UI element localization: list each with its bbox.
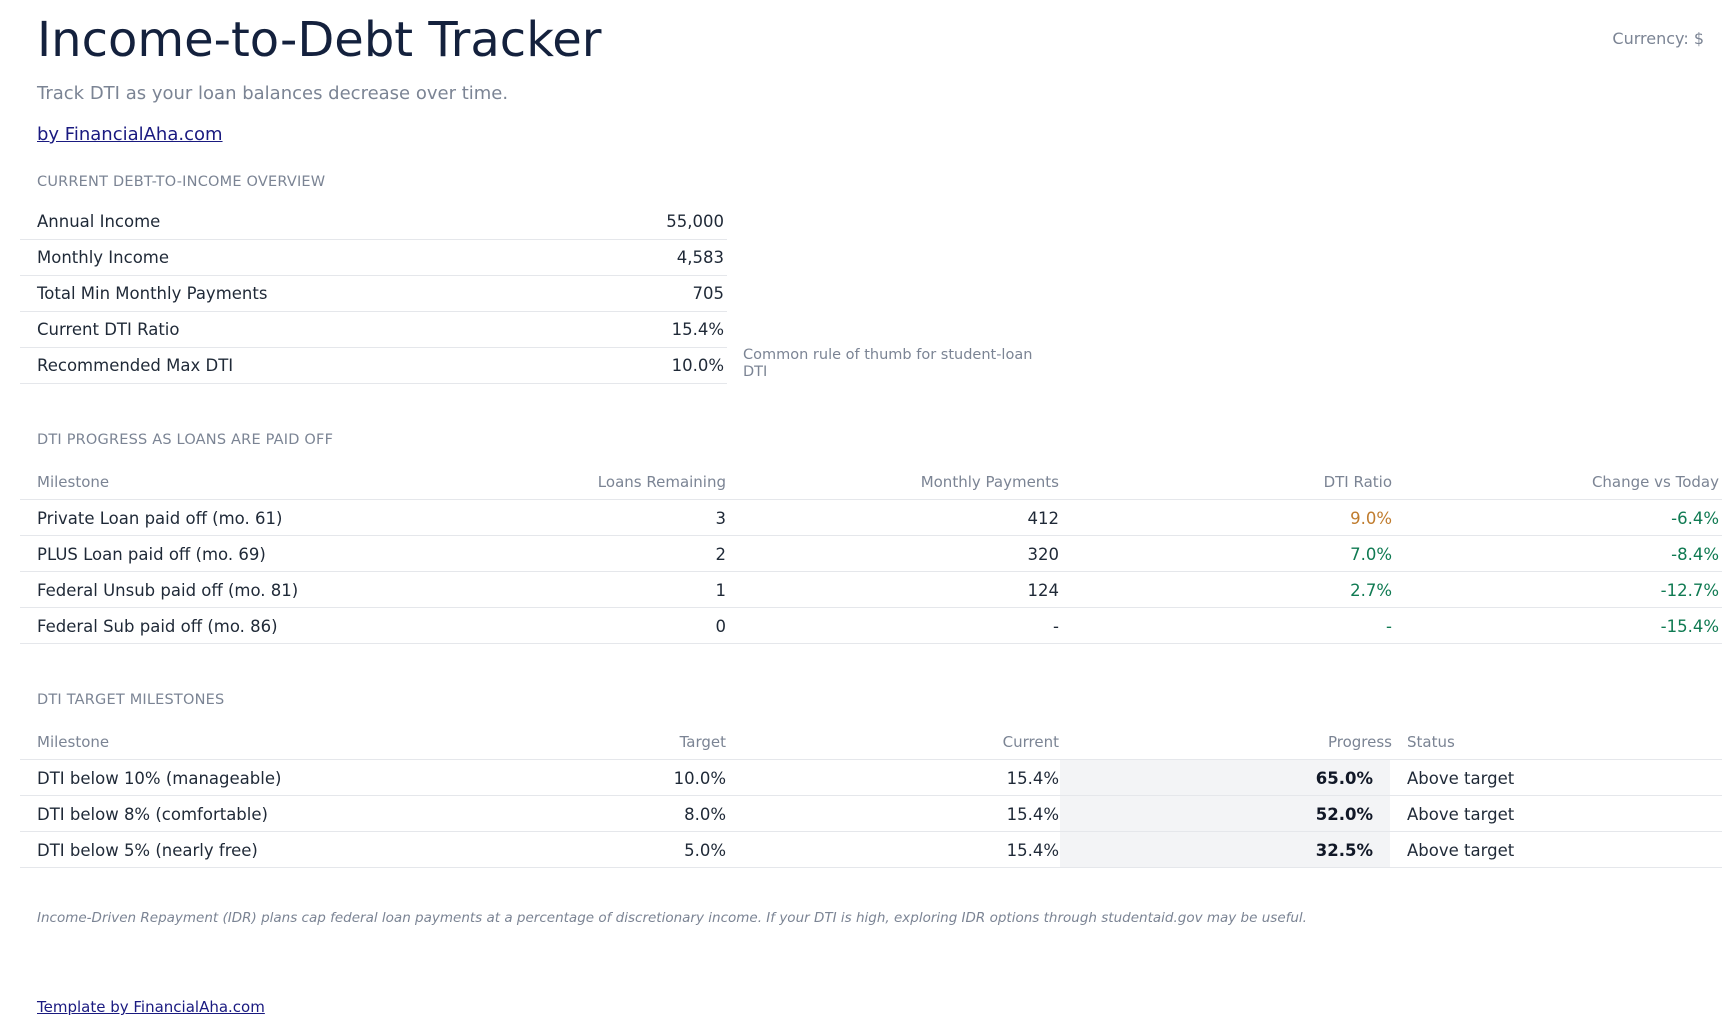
target-cell: 10.0% — [673, 769, 726, 788]
overview-value: 10.0% — [671, 356, 724, 375]
page-title: Income-to-Debt Tracker — [37, 12, 602, 68]
overview-label: Monthly Income — [37, 248, 170, 267]
monthly-payments-cell: - — [1053, 617, 1059, 636]
progress-cell-background — [1060, 796, 1390, 831]
milestone-cell: DTI below 8% (comfortable) — [37, 805, 268, 824]
target-cell: 8.0% — [684, 805, 726, 824]
status-cell: Above target — [1407, 805, 1515, 824]
milestone-cell: DTI below 5% (nearly free) — [37, 841, 258, 860]
current-cell: 15.4% — [1006, 769, 1059, 788]
milestone-cell: Private Loan paid off (mo. 61) — [37, 509, 283, 528]
table-row: DTI below 5% (nearly free) 5.0% 15.4% 32… — [20, 832, 1722, 868]
overview-row-monthly-income: Monthly Income 4,583 — [20, 240, 727, 276]
monthly-payments-cell: 412 — [1027, 509, 1060, 528]
column-header: Milestone — [37, 473, 110, 491]
progress-value: 52.0% — [1315, 805, 1373, 824]
progress-value: 65.0% — [1315, 769, 1373, 788]
milestone-cell: DTI below 10% (manageable) — [37, 769, 282, 788]
overview-row-current-dti: Current DTI Ratio 15.4% — [20, 312, 727, 348]
dti-ratio-cell: 2.7% — [1350, 581, 1392, 600]
progress-value: 32.5% — [1315, 841, 1373, 860]
overview-value: 4,583 — [676, 248, 724, 267]
idr-footnote: Income-Driven Repayment (IDR) plans cap … — [37, 910, 1307, 926]
target-cell: 5.0% — [684, 841, 726, 860]
monthly-payments-cell: 320 — [1027, 545, 1060, 564]
overview-section-label: CURRENT DEBT-TO-INCOME OVERVIEW — [37, 174, 326, 190]
change-cell: -8.4% — [1671, 545, 1719, 564]
column-header: Loans Remaining — [597, 473, 726, 491]
overview-label: Recommended Max DTI — [37, 356, 234, 375]
overview-label: Current DTI Ratio — [37, 320, 180, 339]
overview-table: Annual Income 55,000 Monthly Income 4,58… — [20, 204, 727, 384]
progress-table: Milestone Loans Remaining Monthly Paymen… — [20, 462, 1722, 644]
table-row: PLUS Loan paid off (mo. 69) 2 320 7.0% -… — [20, 536, 1722, 572]
status-cell: Above target — [1407, 769, 1515, 788]
table-row: DTI below 10% (manageable) 10.0% 15.4% 6… — [20, 760, 1722, 796]
current-cell: 15.4% — [1006, 805, 1059, 824]
page-subtitle: Track DTI as your loan balances decrease… — [37, 83, 509, 104]
column-header: Monthly Payments — [920, 473, 1059, 491]
overview-value: 705 — [692, 284, 725, 303]
table-row: Federal Sub paid off (mo. 86) 0 - - -15.… — [20, 608, 1722, 644]
table-row: Private Loan paid off (mo. 61) 3 412 9.0… — [20, 500, 1722, 536]
column-header: Status — [1407, 733, 1455, 751]
milestone-cell: Federal Unsub paid off (mo. 81) — [37, 581, 299, 600]
monthly-payments-cell: 124 — [1027, 581, 1060, 600]
loans-remaining-cell: 2 — [715, 545, 727, 564]
dti-ratio-cell: - — [1386, 617, 1392, 636]
column-header: Current — [1002, 733, 1059, 751]
current-cell: 15.4% — [1006, 841, 1059, 860]
targets-section-label: DTI TARGET MILESTONES — [37, 692, 225, 708]
change-cell: -12.7% — [1660, 581, 1719, 600]
column-header: Progress — [1327, 733, 1392, 751]
column-header: Change vs Today — [1591, 473, 1719, 491]
dti-ratio-cell: 9.0% — [1350, 509, 1392, 528]
change-cell: -15.4% — [1660, 617, 1719, 636]
byline-link[interactable]: by FinancialAha.com — [37, 124, 223, 145]
column-header: DTI Ratio — [1323, 473, 1392, 491]
template-credit-link[interactable]: Template by FinancialAha.com — [37, 998, 265, 1016]
recommended-dti-note: Common rule of thumb for student-loan DT… — [743, 347, 1033, 380]
progress-header-row: Milestone Loans Remaining Monthly Paymen… — [20, 462, 1722, 500]
loans-remaining-cell: 0 — [715, 617, 727, 636]
column-header: Target — [679, 733, 726, 751]
progress-section-label: DTI PROGRESS AS LOANS ARE PAID OFF — [37, 432, 334, 448]
change-cell: -6.4% — [1671, 509, 1719, 528]
table-row: DTI below 8% (comfortable) 8.0% 15.4% 52… — [20, 796, 1722, 832]
overview-label: Total Min Monthly Payments — [37, 284, 268, 303]
table-row: Federal Unsub paid off (mo. 81) 1 124 2.… — [20, 572, 1722, 608]
targets-table: Milestone Target Current Progress Status… — [20, 722, 1722, 868]
overview-row-recommended-max-dti: Recommended Max DTI 10.0% — [20, 348, 727, 384]
dti-ratio-cell: 7.0% — [1350, 545, 1392, 564]
overview-row-total-min-payments: Total Min Monthly Payments 705 — [20, 276, 727, 312]
progress-cell-background — [1060, 760, 1390, 795]
overview-row-annual-income: Annual Income 55,000 — [20, 204, 727, 240]
milestone-cell: Federal Sub paid off (mo. 86) — [37, 617, 278, 636]
loans-remaining-cell: 1 — [715, 581, 727, 600]
loans-remaining-cell: 3 — [715, 509, 727, 528]
column-header: Milestone — [37, 733, 110, 751]
overview-value: 55,000 — [666, 212, 724, 231]
status-cell: Above target — [1407, 841, 1515, 860]
milestone-cell: PLUS Loan paid off (mo. 69) — [37, 545, 266, 564]
targets-header-row: Milestone Target Current Progress Status — [20, 722, 1722, 760]
overview-value: 15.4% — [671, 320, 724, 339]
currency-label: Currency: $ — [1612, 29, 1704, 48]
progress-cell-background — [1060, 832, 1390, 867]
overview-label: Annual Income — [37, 212, 161, 231]
